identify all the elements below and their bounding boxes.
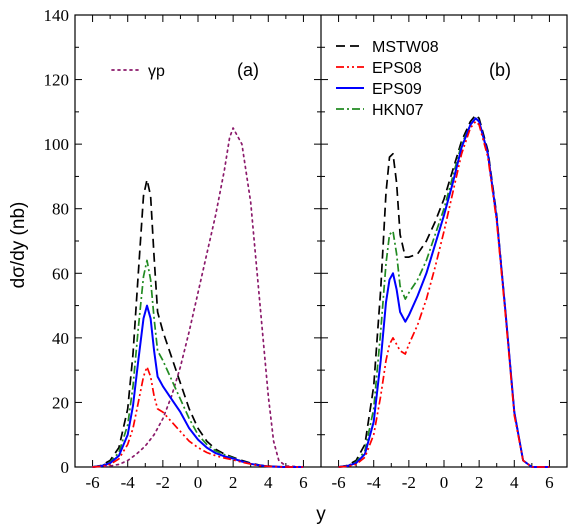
x-tick-label: -6	[331, 473, 345, 492]
y-tick-label: 100	[44, 135, 70, 154]
y-tick-label: 120	[44, 71, 70, 90]
y-tick-label: 60	[52, 264, 69, 283]
series-line-hkn07	[338, 117, 550, 468]
x-tick-label: 6	[299, 473, 308, 492]
x-tick-label: -2	[402, 473, 416, 492]
y-tick-label: 80	[52, 200, 69, 219]
panel-label: (b)	[489, 60, 511, 80]
legend-label: MSTW08	[372, 39, 439, 56]
panel-label: (a)	[237, 60, 259, 80]
series-line--p	[91, 127, 305, 468]
series-line-eps09	[338, 117, 550, 468]
x-axis-label: y	[316, 504, 326, 525]
legend-label: HKN07	[372, 102, 424, 119]
x-tick-label: 2	[229, 473, 238, 492]
axes-labels: dσ/dy (nb) y	[8, 202, 326, 525]
series-line-eps09	[92, 304, 304, 468]
y-tick-label: 0	[61, 458, 70, 477]
legend-label: γp	[148, 63, 165, 80]
x-tick-label: -4	[367, 473, 382, 492]
x-tick-label: 4	[510, 473, 519, 492]
y-tick-label: 40	[52, 329, 69, 348]
x-tick-label: -4	[121, 473, 136, 492]
x-tick-label: 0	[440, 473, 449, 492]
x-tick-label: 2	[475, 473, 484, 492]
panel-b: -6 -4 -2 0 2 4 6 (b) MSTW08 EPS08 EPS09 HKN07	[320, 15, 568, 492]
y-axis-label: dσ/dy (nb)	[8, 202, 29, 289]
x-tick-label: -2	[156, 473, 170, 492]
x-tick-label: 6	[545, 473, 554, 492]
series-line-eps08	[92, 366, 304, 468]
x-tick-label: -6	[85, 473, 99, 492]
x-tick-label: 4	[264, 473, 273, 492]
legend-label: EPS09	[372, 81, 422, 98]
legend-label: EPS08	[372, 60, 422, 77]
series-line-mstw08	[338, 114, 550, 468]
series-line-eps08	[338, 120, 550, 468]
y-tick-label: 20	[52, 393, 69, 412]
x-tick-label: 0	[194, 473, 203, 492]
panel-a: -6 -4 -2 0 2 4 6 (a) γp	[74, 15, 322, 492]
y-tick-label: 140	[44, 6, 70, 25]
